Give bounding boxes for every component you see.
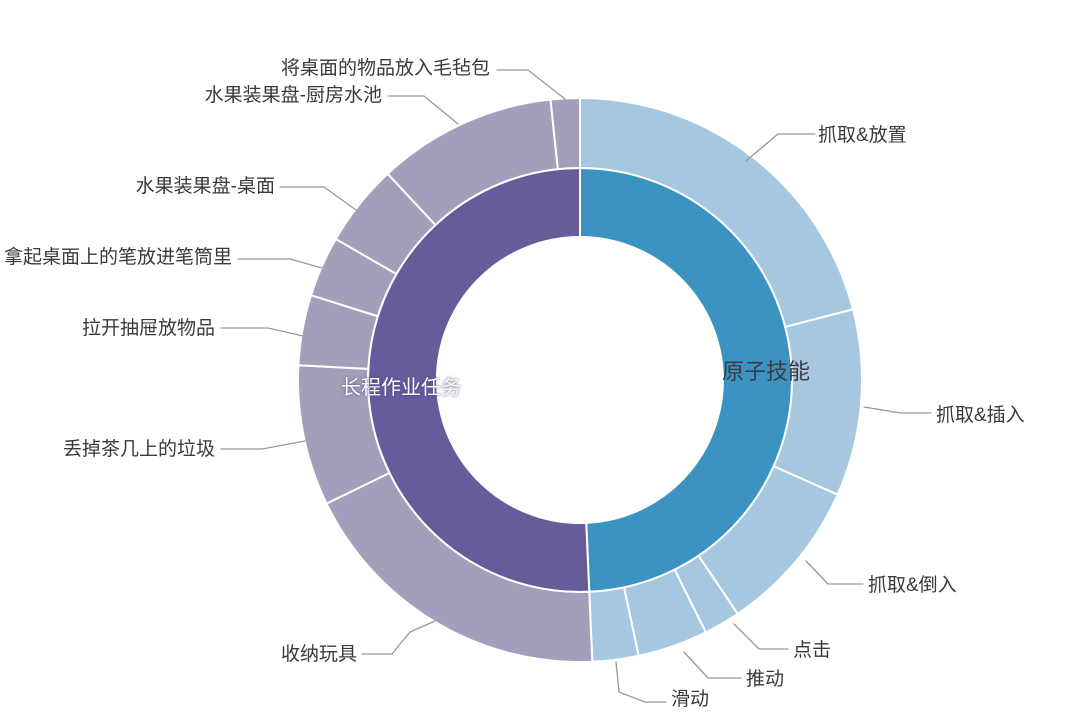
callout-label-grasp-insert: 抓取&插入 <box>936 404 1025 426</box>
leaders-layer <box>220 69 932 703</box>
leader-line-fruit-plate-kitchen-sink <box>387 95 459 125</box>
callout-label-grasp-pour: 抓取&倒入 <box>868 574 957 596</box>
leader-line-click <box>733 623 789 650</box>
leader-line-push <box>683 651 742 679</box>
callout-label-store-toys: 收纳玩具 <box>281 643 357 665</box>
segments-layer <box>297 96 863 663</box>
leader-line-grasp-pour <box>805 560 864 585</box>
callout-label-fruit-plate-table: 水果装果盘-桌面 <box>136 175 275 197</box>
leader-line-items-into-felt-bag <box>496 69 566 100</box>
callout-label-push: 推动 <box>746 668 784 690</box>
callout-label-click: 点击 <box>793 639 831 661</box>
leader-line-throw-trash-coffee-table <box>220 440 306 450</box>
callout-label-items-into-felt-bag: 将桌面的物品放入毛毡包 <box>281 57 490 79</box>
segment-items-into-felt-bag[interactable] <box>549 96 581 171</box>
leader-line-pen-into-pen-holder <box>237 258 323 269</box>
callout-label-open-drawer-put-items: 拉开抽屉放物品 <box>82 317 215 339</box>
callout-label-throw-trash-coffee-table: 丢掉茶几上的垃圾 <box>63 438 215 460</box>
leader-line-open-drawer-put-items <box>220 327 304 337</box>
leader-line-slide <box>615 661 667 703</box>
callout-label-slide: 滑动 <box>671 688 709 710</box>
leader-line-store-toys <box>361 620 436 655</box>
segment-label-atomic-skills: 原子技能 <box>722 359 810 384</box>
segment-label-long-horizon-tasks: 长程作业任务 <box>341 376 461 399</box>
leader-line-grasp-place <box>745 133 816 162</box>
callout-label-grasp-place: 抓取&放置 <box>818 124 907 146</box>
callout-label-fruit-plate-kitchen-sink: 水果装果盘-厨房水池 <box>205 84 382 106</box>
leader-line-grasp-insert <box>863 406 932 414</box>
leader-line-fruit-plate-table <box>279 186 357 211</box>
callout-label-pen-into-pen-holder: 拿起桌面上的笔放进笔筒里 <box>4 245 232 268</box>
